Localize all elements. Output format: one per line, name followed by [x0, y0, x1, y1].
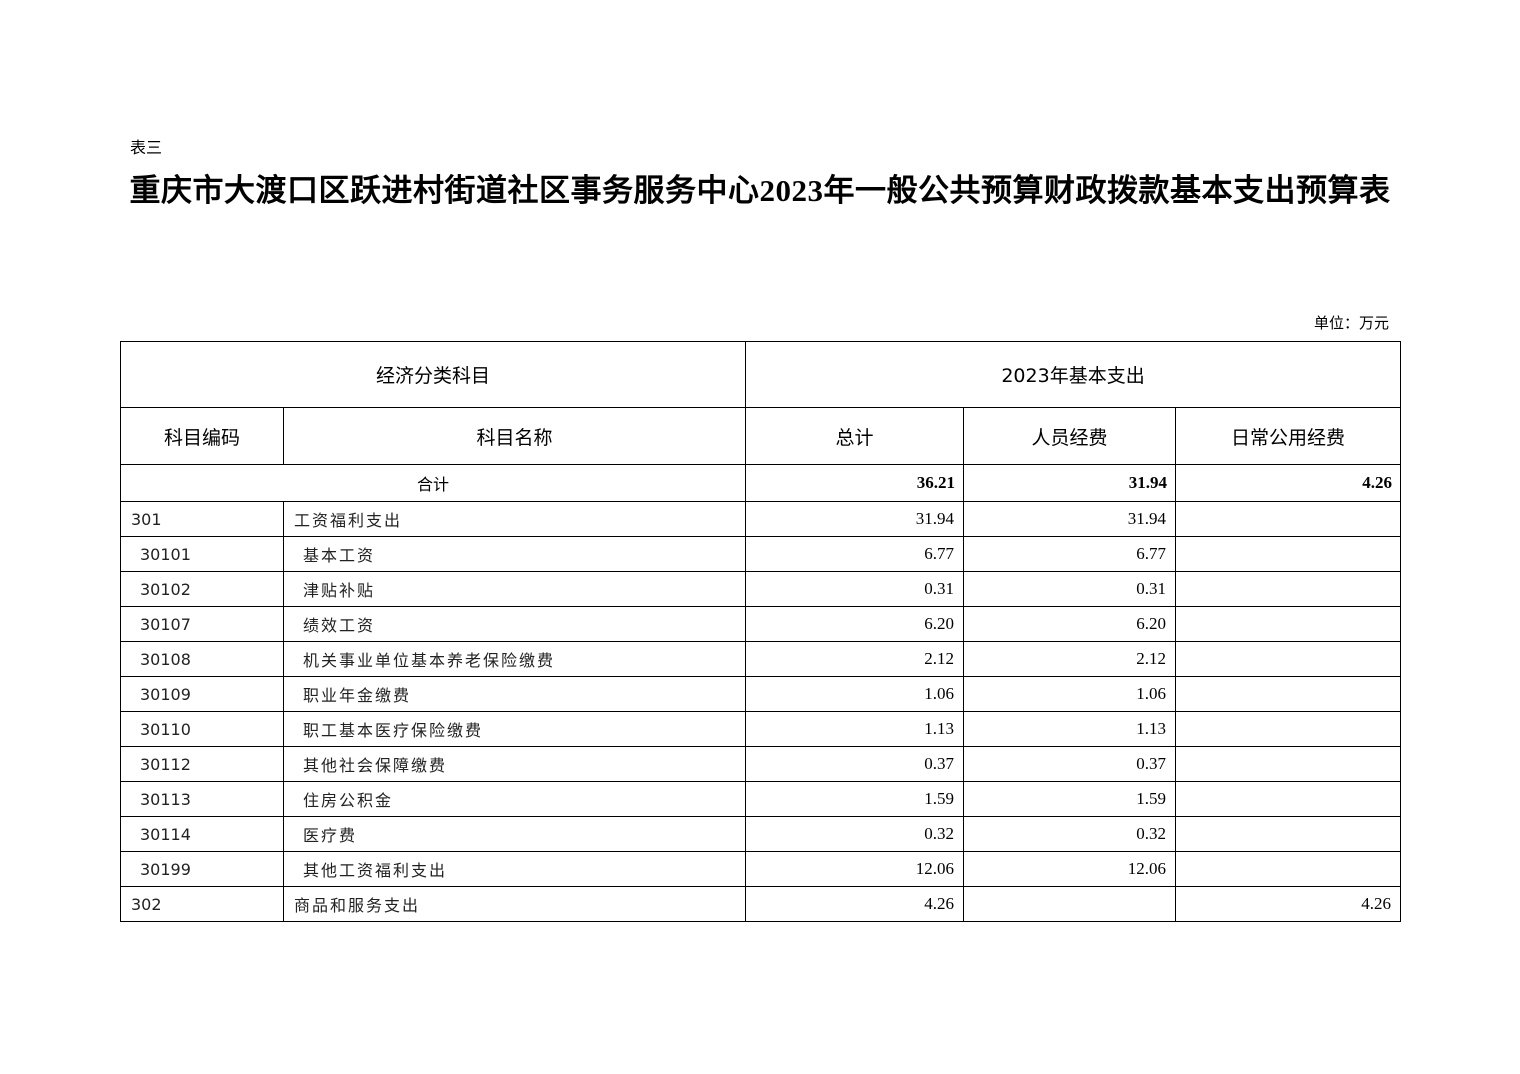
row-code: 30109 [120, 676, 284, 712]
row-name: 商品和服务支出 [282, 886, 747, 922]
row-public [1175, 571, 1402, 607]
row-total: 1.06 [745, 676, 965, 712]
row-code: 30107 [120, 606, 284, 642]
row-name: 其他社会保障缴费 [282, 746, 747, 782]
row-total: 6.77 [745, 536, 965, 572]
table-row: 30108 机关事业单位基本养老保险缴费 2.12 2.12 [120, 641, 1402, 677]
row-public [1175, 746, 1402, 782]
row-code: 30110 [120, 711, 284, 747]
table-row: 301 工资福利支出 31.94 31.94 [120, 501, 1402, 537]
header-group-row: 经济分类科目 2023年基本支出 [119, 341, 1402, 408]
row-public [1175, 816, 1402, 852]
row-personnel [963, 886, 1177, 922]
budget-table: 经济分类科目 2023年基本支出 科目编码 科目名称 总计 人员经费 日常公用经… [119, 341, 1402, 922]
row-total: 12.06 [745, 851, 965, 887]
row-personnel: 0.32 [963, 816, 1177, 852]
total-total: 36.21 [745, 464, 965, 502]
row-total: 0.32 [745, 816, 965, 852]
col-header-public: 日常公用经费 [1175, 407, 1402, 465]
row-name: 住房公积金 [282, 781, 747, 817]
header-economic-classification: 经济分类科目 [119, 341, 747, 408]
row-public [1175, 711, 1402, 747]
row-total: 1.59 [745, 781, 965, 817]
column-header-row: 科目编码 科目名称 总计 人员经费 日常公用经费 [120, 407, 1402, 465]
table-row: 302 商品和服务支出 4.26 4.26 [120, 886, 1402, 922]
row-name: 医疗费 [282, 816, 747, 852]
row-personnel: 31.94 [963, 501, 1177, 537]
table-row: 30101 基本工资 6.77 6.77 [120, 536, 1402, 572]
col-header-code: 科目编码 [120, 407, 284, 465]
row-total: 6.20 [745, 606, 965, 642]
total-personnel: 31.94 [963, 464, 1177, 502]
row-total: 4.26 [745, 886, 965, 922]
row-personnel: 12.06 [963, 851, 1177, 887]
col-header-name: 科目名称 [282, 407, 747, 465]
table-row: 30109 职业年金缴费 1.06 1.06 [120, 676, 1402, 712]
row-public: 4.26 [1175, 886, 1402, 922]
row-public [1175, 781, 1402, 817]
row-name: 基本工资 [282, 536, 747, 572]
row-public [1175, 606, 1402, 642]
table-label: 表三 [130, 138, 163, 157]
row-code: 30113 [120, 781, 284, 817]
row-public [1175, 641, 1402, 677]
col-header-total: 总计 [745, 407, 965, 465]
row-public [1175, 676, 1402, 712]
row-personnel: 0.37 [963, 746, 1177, 782]
document-title: 重庆市大渡口区跃进村街道社区事务服务中心2023年一般公共预算财政拨款基本支出预… [129, 173, 1391, 208]
row-total: 1.13 [745, 711, 965, 747]
row-public [1175, 536, 1402, 572]
row-name: 津贴补贴 [282, 571, 747, 607]
row-code: 30112 [120, 746, 284, 782]
row-personnel: 1.59 [963, 781, 1177, 817]
row-name: 机关事业单位基本养老保险缴费 [282, 641, 747, 677]
unit-label: 单位：万元 [1313, 314, 1389, 332]
table-row: 30107 绩效工资 6.20 6.20 [120, 606, 1402, 642]
row-code: 30114 [120, 816, 284, 852]
table-row: 30112 其他社会保障缴费 0.37 0.37 [120, 746, 1402, 782]
row-total: 0.37 [745, 746, 965, 782]
row-total: 0.31 [745, 571, 965, 607]
row-code: 301 [120, 501, 284, 537]
row-personnel: 0.31 [963, 571, 1177, 607]
row-name: 职工基本医疗保险缴费 [282, 711, 747, 747]
total-public: 4.26 [1175, 464, 1402, 502]
table-row: 30110 职工基本医疗保险缴费 1.13 1.13 [120, 711, 1402, 747]
row-name: 其他工资福利支出 [282, 851, 747, 887]
total-label: 合计 [119, 464, 747, 502]
header-basic-expenditure: 2023年基本支出 [745, 341, 1402, 408]
row-personnel: 6.77 [963, 536, 1177, 572]
row-name: 工资福利支出 [282, 501, 747, 537]
row-personnel: 6.20 [963, 606, 1177, 642]
col-header-personnel: 人员经费 [963, 407, 1177, 465]
row-personnel: 1.13 [963, 711, 1177, 747]
row-code: 30101 [120, 536, 284, 572]
table-row: 30199 其他工资福利支出 12.06 12.06 [120, 851, 1402, 887]
row-code: 302 [120, 886, 284, 922]
row-code: 30199 [120, 851, 284, 887]
row-personnel: 1.06 [963, 676, 1177, 712]
row-total: 2.12 [745, 641, 965, 677]
row-code: 30108 [120, 641, 284, 677]
row-total: 31.94 [745, 501, 965, 537]
row-name: 职业年金缴费 [282, 676, 747, 712]
row-public [1175, 501, 1402, 537]
table-row: 30114 医疗费 0.32 0.32 [120, 816, 1402, 852]
row-public [1175, 851, 1402, 887]
table-row: 30113 住房公积金 1.59 1.59 [120, 781, 1402, 817]
row-name: 绩效工资 [282, 606, 747, 642]
row-code: 30102 [120, 571, 284, 607]
row-personnel: 2.12 [963, 641, 1177, 677]
total-row: 合计 36.21 31.94 4.26 [119, 464, 1402, 502]
table-row: 30102 津贴补贴 0.31 0.31 [120, 571, 1402, 607]
